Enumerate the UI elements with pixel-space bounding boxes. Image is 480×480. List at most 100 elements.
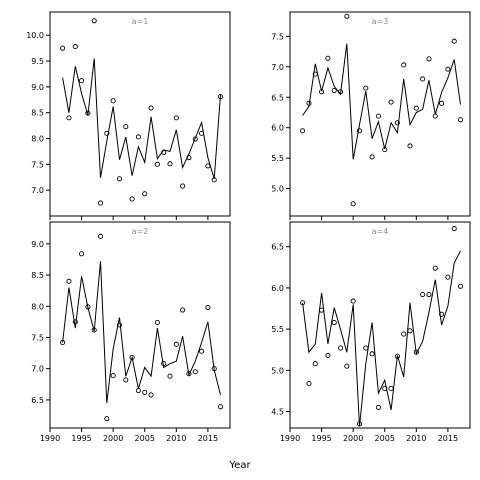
data-point — [337, 89, 344, 95]
data-point — [148, 392, 154, 398]
data-point — [167, 373, 173, 379]
data-point — [312, 71, 318, 77]
data-point — [60, 45, 66, 51]
y-tick-label: 7.5 — [31, 333, 44, 342]
data-point — [91, 327, 97, 333]
data-point — [129, 354, 135, 361]
data-point — [420, 291, 426, 298]
data-point — [85, 110, 91, 116]
data-point — [350, 298, 356, 304]
panel-frame — [49, 221, 231, 429]
fitted-line — [302, 250, 461, 427]
x-tick-label: 1990 — [280, 434, 300, 443]
data-point — [401, 331, 407, 337]
data-point — [192, 136, 198, 142]
data-point — [432, 265, 438, 271]
data-point — [154, 319, 160, 326]
y-tick-label: 8.5 — [31, 271, 44, 280]
data-point — [407, 143, 413, 149]
data-point — [142, 389, 148, 395]
y-tick-label: 7.5 — [271, 32, 284, 41]
data-point — [104, 416, 110, 422]
y-tick-label: 6.0 — [271, 124, 284, 133]
data-point — [382, 147, 388, 153]
fitted-line — [62, 58, 221, 179]
data-point — [363, 345, 369, 351]
data-point — [426, 291, 432, 298]
data-point — [161, 149, 167, 156]
data-point — [60, 339, 66, 346]
data-point — [154, 161, 160, 167]
x-axis-title: Year — [228, 460, 251, 471]
y-tick-label: 8.0 — [31, 302, 44, 311]
fitted-line — [62, 261, 221, 404]
data-point — [135, 134, 141, 140]
data-point — [319, 89, 325, 95]
data-point — [79, 78, 85, 84]
y-tick-label: 4.5 — [271, 408, 284, 417]
data-point — [72, 319, 78, 325]
data-point — [217, 94, 224, 100]
data-point — [451, 226, 457, 232]
y-tick-label: 6.5 — [271, 93, 284, 102]
data-point — [344, 363, 350, 369]
data-point — [123, 124, 129, 130]
data-point — [110, 98, 116, 104]
data-point — [148, 105, 154, 111]
panel-title: a=2 — [132, 227, 149, 236]
y-tick-label: 9.5 — [31, 57, 44, 66]
y-tick-label: 6.5 — [271, 243, 284, 252]
data-point — [85, 304, 91, 310]
data-point — [413, 349, 419, 355]
data-point — [66, 278, 72, 284]
data-point — [382, 385, 388, 391]
data-point — [199, 348, 205, 354]
x-tick-label: 1995 — [311, 434, 331, 443]
data-point — [110, 373, 116, 379]
x-tick-label: 2000 — [343, 434, 363, 443]
data-point — [97, 200, 104, 206]
panel-frame — [289, 11, 471, 217]
data-point — [199, 130, 205, 136]
fitted-line — [302, 43, 461, 160]
data-point — [344, 13, 350, 19]
data-point — [375, 113, 381, 119]
panel-a-4: a=4 4.5 5.0 5.5 6.0 6.5 1990 1995 2000 2005 2010 20… — [271, 221, 471, 443]
data-point — [173, 341, 179, 347]
data-point — [319, 307, 325, 313]
data-point — [205, 304, 211, 311]
data-point — [91, 18, 97, 24]
data-point — [161, 361, 167, 367]
data-point — [451, 38, 457, 44]
x-tick-label: 2005 — [375, 434, 395, 443]
data-point — [186, 371, 192, 377]
y-tick-label: 8.0 — [31, 135, 44, 144]
data-point — [66, 115, 72, 121]
x-tick-label: 2010 — [406, 434, 426, 443]
data-point — [457, 283, 464, 289]
y-tick-label: 9.0 — [31, 83, 44, 92]
data-point — [211, 177, 217, 183]
data-point — [325, 55, 331, 61]
data-point — [369, 154, 375, 160]
data-point — [217, 404, 224, 410]
panel-title: a=1 — [132, 17, 149, 26]
data-point — [394, 353, 400, 359]
data-point — [439, 100, 445, 106]
data-point — [192, 369, 198, 375]
data-point — [116, 176, 123, 182]
data-point — [388, 385, 394, 391]
data-point — [356, 421, 363, 427]
x-tick-label: 2010 — [166, 434, 186, 443]
data-point — [186, 155, 192, 161]
data-point — [432, 113, 438, 119]
data-point — [445, 66, 451, 72]
data-point — [129, 196, 135, 202]
data-point — [300, 128, 306, 134]
data-point — [167, 161, 173, 167]
y-tick-label: 7.5 — [31, 160, 44, 169]
data-point — [306, 380, 312, 387]
y-tick-label: 9.0 — [31, 240, 44, 249]
data-point — [420, 76, 426, 82]
